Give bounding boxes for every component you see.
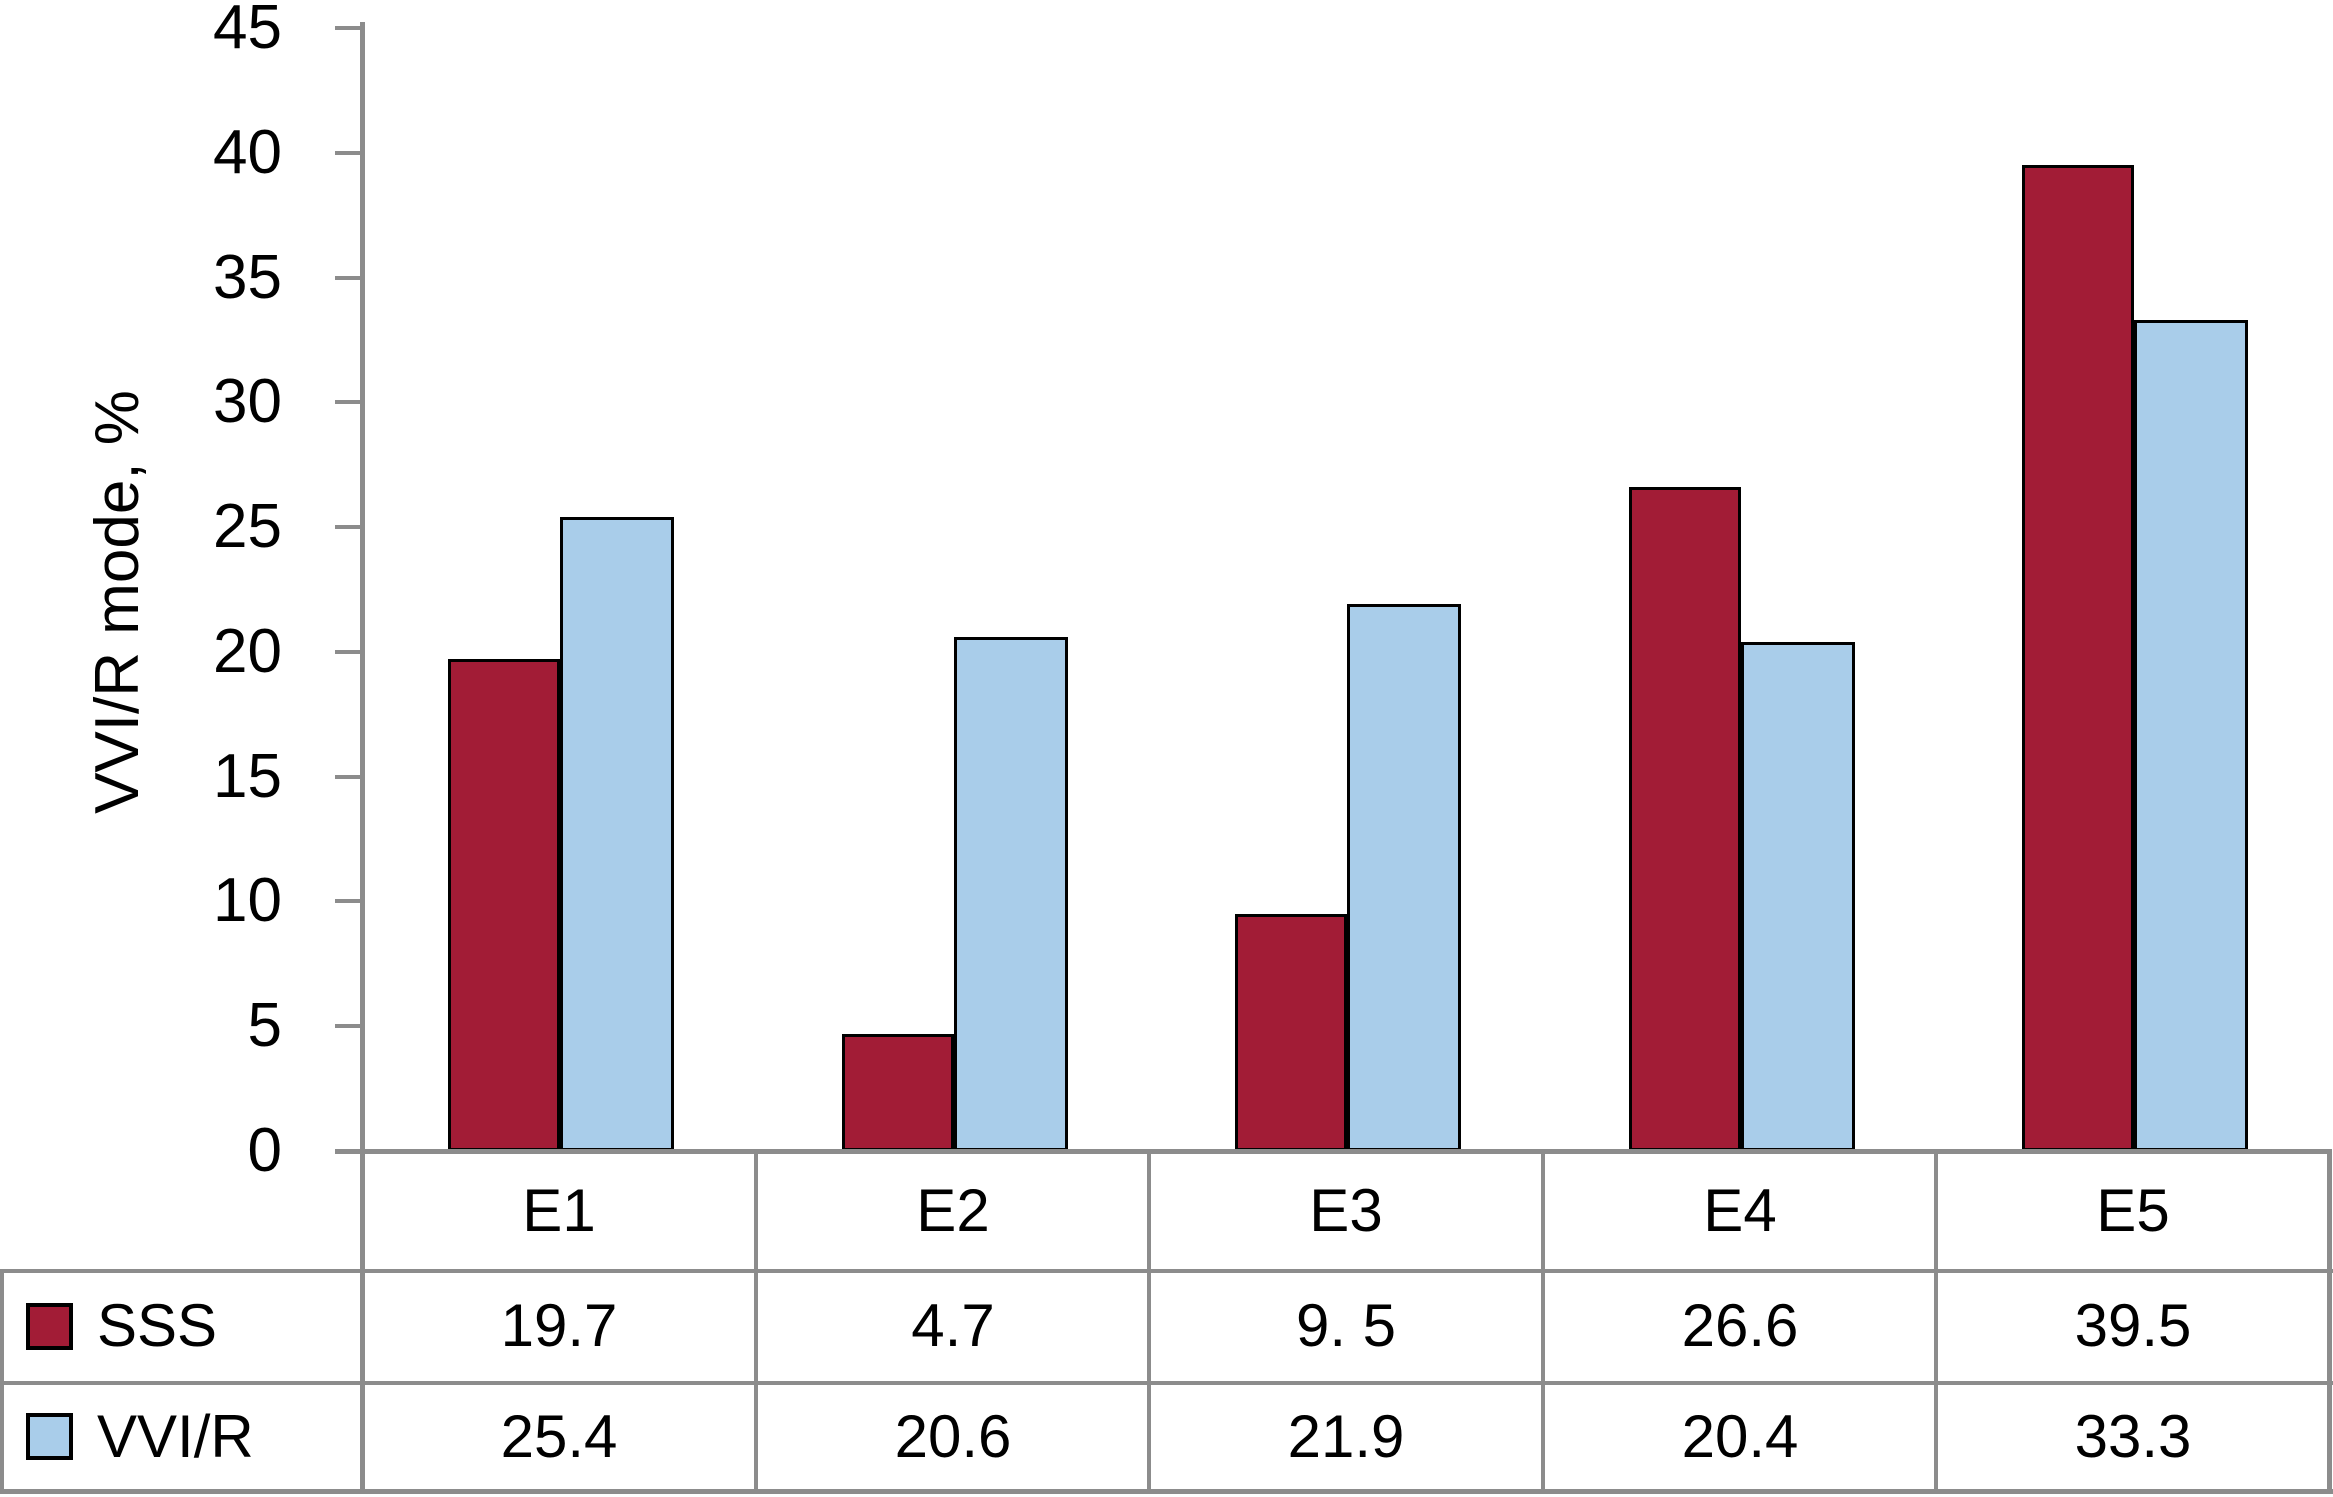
- y-axis-tick: [335, 899, 360, 903]
- value-cell-vvir-e5: 33.3: [2074, 1402, 2192, 1470]
- y-axis-tick: [335, 276, 360, 280]
- value-cell-sss-e4: 26.6: [1681, 1292, 1799, 1359]
- category-label-e5: E5: [2096, 1177, 2170, 1244]
- value-cell-vvir-e4: 20.4: [1681, 1402, 1799, 1470]
- legend-label: VVI/R: [97, 1402, 254, 1470]
- y-tick-label: 10: [213, 866, 282, 935]
- table-column-border: [1541, 1149, 1545, 1493]
- y-tick-label: 40: [213, 118, 282, 187]
- legend-item-vvir: VVI/R: [4, 1385, 360, 1488]
- value-cell-vvir-e2: 20.6: [894, 1402, 1012, 1470]
- y-axis-tick: [335, 1024, 360, 1028]
- value-cell-vvir-e1: 25.4: [500, 1402, 618, 1470]
- y-axis-tick: [335, 650, 360, 654]
- table-right-border: [2327, 1149, 2332, 1493]
- table-left-border: [0, 1269, 4, 1493]
- value-cell-sss-e1: 19.7: [500, 1292, 618, 1359]
- table-row-border: [0, 1381, 2333, 1385]
- legend-label: SSS: [97, 1292, 218, 1359]
- value-cell-sss-e5: 39.5: [2074, 1292, 2192, 1359]
- bar-vvir-e5: [2134, 320, 2248, 1151]
- category-label-e1: E1: [522, 1177, 596, 1244]
- bar-sss-e4: [1629, 487, 1741, 1151]
- value-cell-vvir-e3: 21.9: [1287, 1402, 1405, 1470]
- bar-vvir-e3: [1347, 604, 1461, 1151]
- table-column-border: [1934, 1149, 1938, 1493]
- category-label-e2: E2: [916, 1177, 990, 1244]
- legend-swatch-vvir: [26, 1413, 73, 1460]
- bar-vvir-e4: [1741, 642, 1855, 1151]
- y-axis-line: [360, 22, 365, 1494]
- table-top-border: [335, 1149, 2332, 1154]
- table-column-border: [1147, 1149, 1151, 1493]
- y-tick-label: 25: [213, 492, 282, 561]
- y-tick-label: 30: [213, 367, 282, 436]
- value-cell-sss-e2: 4.7: [911, 1292, 995, 1359]
- bar-vvir-e1: [560, 517, 674, 1151]
- table-bottom-border: [0, 1489, 2333, 1494]
- y-tick-label: 5: [247, 991, 282, 1060]
- bar-vvir-e2: [954, 637, 1068, 1151]
- bar-sss-e2: [842, 1034, 954, 1151]
- y-tick-label: 35: [213, 243, 282, 312]
- y-tick-label: 20: [213, 617, 282, 686]
- table-column-border: [754, 1149, 758, 1493]
- legend-item-sss: SSS: [4, 1273, 360, 1379]
- bar-sss-e3: [1235, 914, 1347, 1151]
- value-cell-sss-e3: 9. 5: [1295, 1292, 1397, 1359]
- y-axis-tick: [335, 775, 360, 779]
- y-axis-tick: [335, 26, 360, 30]
- bar-sss-e5: [2022, 165, 2134, 1151]
- y-axis-tick: [335, 400, 360, 404]
- category-label-e3: E3: [1309, 1177, 1383, 1244]
- y-tick-label: 15: [213, 742, 282, 811]
- y-axis-tick: [335, 151, 360, 155]
- bar-sss-e1: [448, 659, 560, 1151]
- y-axis-tick: [335, 525, 360, 529]
- y-tick-label: 0: [247, 1116, 282, 1185]
- legend-swatch-sss: [26, 1302, 73, 1350]
- table-row-border: [0, 1269, 2333, 1273]
- y-tick-label: 45: [213, 0, 282, 62]
- category-label-e4: E4: [1703, 1177, 1777, 1244]
